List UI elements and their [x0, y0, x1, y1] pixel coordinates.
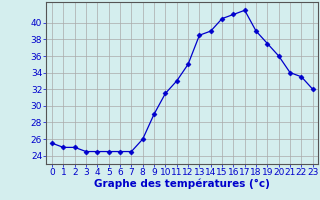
X-axis label: Graphe des températures (°c): Graphe des températures (°c)	[94, 179, 270, 189]
